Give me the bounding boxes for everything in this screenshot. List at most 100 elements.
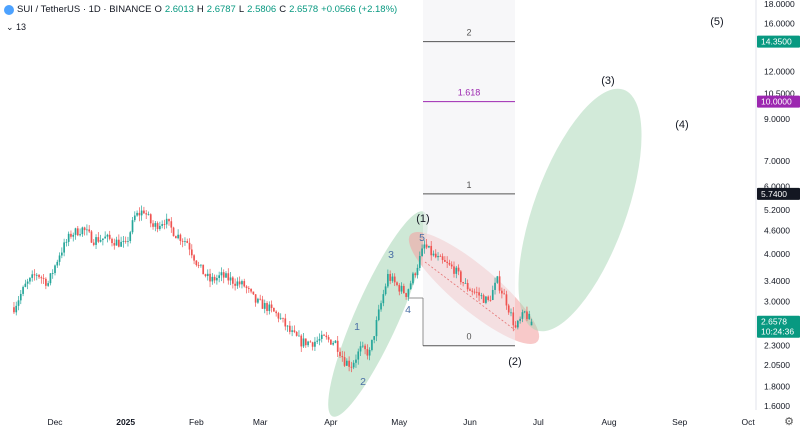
fib-background <box>423 0 515 346</box>
candle <box>453 261 455 278</box>
candle <box>186 238 189 244</box>
candle <box>70 230 72 239</box>
y-tick-label: 2.3000 <box>764 341 790 351</box>
candle <box>352 360 355 370</box>
candle <box>489 295 492 302</box>
candle <box>350 361 353 373</box>
candle <box>512 307 515 332</box>
candle <box>314 337 316 352</box>
price-tag: 2.6578 <box>757 315 800 328</box>
candle <box>108 230 111 241</box>
candle <box>286 325 289 332</box>
candle <box>316 336 319 345</box>
candle <box>115 236 118 246</box>
candle <box>211 273 214 285</box>
candle <box>231 276 234 289</box>
candle <box>188 238 191 256</box>
candle <box>430 241 433 261</box>
candle <box>236 277 239 289</box>
candle <box>412 271 414 286</box>
candle <box>92 239 95 247</box>
candle <box>357 348 360 365</box>
candle <box>47 280 50 287</box>
elliott-main-wave-label: (2) <box>508 356 521 368</box>
candle <box>15 301 18 316</box>
y-tick-label: 12.0000 <box>764 66 795 76</box>
candle <box>218 271 221 283</box>
price-axis[interactable]: 18.0000 16.0000 12.0000 10.5000 9.0000 7.0000… <box>755 0 800 411</box>
candle <box>368 347 371 361</box>
candle <box>320 330 323 343</box>
candle <box>193 254 195 265</box>
candle <box>473 288 476 295</box>
x-tick-label: 2025 <box>116 417 135 427</box>
y-tick-label: 18.0000 <box>764 0 795 9</box>
candle <box>414 272 417 278</box>
candle <box>227 268 230 285</box>
candle <box>200 264 202 268</box>
settings-gear-icon[interactable]: ⚙ <box>784 416 794 428</box>
candle <box>459 270 462 285</box>
candle <box>106 233 109 243</box>
indicators-toggle[interactable]: ⌄ 13 <box>6 22 27 32</box>
candle <box>86 224 88 236</box>
low-label: L <box>238 4 245 15</box>
candle <box>384 283 387 296</box>
candle <box>99 234 102 243</box>
candle <box>33 269 36 281</box>
candle <box>136 210 138 217</box>
candle <box>88 225 91 234</box>
candle <box>387 269 389 289</box>
candle <box>120 236 122 247</box>
price-tag: 10:24:36 <box>757 325 800 338</box>
fib-extension: 2 1.618 1 0 <box>408 0 515 347</box>
fib-level-label: 2 <box>466 28 471 38</box>
x-tick-label: Aug <box>601 417 616 427</box>
y-tick-label: 7.0000 <box>764 156 790 166</box>
open-label: O <box>154 4 162 15</box>
candle <box>247 286 250 293</box>
y-tick-label: 1.8000 <box>764 381 790 391</box>
y-tick-label: 4.6000 <box>764 226 790 236</box>
candle <box>65 239 68 247</box>
candle <box>152 220 154 230</box>
candle <box>122 236 125 248</box>
candle <box>311 341 314 351</box>
time-axis[interactable]: Dec 2025 Feb Mar Apr May Jun Jul Aug Sep Oct <box>47 417 755 427</box>
candle <box>206 269 209 281</box>
candle <box>45 277 47 290</box>
candle <box>475 286 478 298</box>
candle <box>393 273 396 287</box>
candle <box>243 278 246 288</box>
candle <box>250 288 252 294</box>
candle <box>156 221 159 233</box>
candle <box>439 254 442 257</box>
candle <box>450 261 453 269</box>
y-tick-label: 1.6000 <box>764 401 790 411</box>
price-tag: 5.7400 <box>757 187 800 200</box>
candle <box>425 238 428 250</box>
candle <box>222 269 225 284</box>
candle <box>270 300 273 313</box>
candle <box>309 340 312 343</box>
candle <box>375 316 378 342</box>
candle <box>432 250 435 257</box>
candle <box>304 338 307 348</box>
candle <box>275 310 278 317</box>
candle <box>407 288 410 301</box>
candle <box>168 218 170 226</box>
candle <box>523 310 526 314</box>
sui-logo-icon <box>4 4 14 15</box>
candle <box>138 207 141 222</box>
candle <box>127 236 129 247</box>
candle <box>530 318 533 326</box>
candle <box>471 288 474 296</box>
y-tick-label: 5.2000 <box>764 205 790 215</box>
symbol-title[interactable]: SUI / TetherUS · 1D · BINANCE <box>17 4 152 15</box>
candle <box>209 268 211 288</box>
candle <box>172 226 175 237</box>
candle <box>282 317 284 323</box>
high-label: H <box>196 4 204 15</box>
